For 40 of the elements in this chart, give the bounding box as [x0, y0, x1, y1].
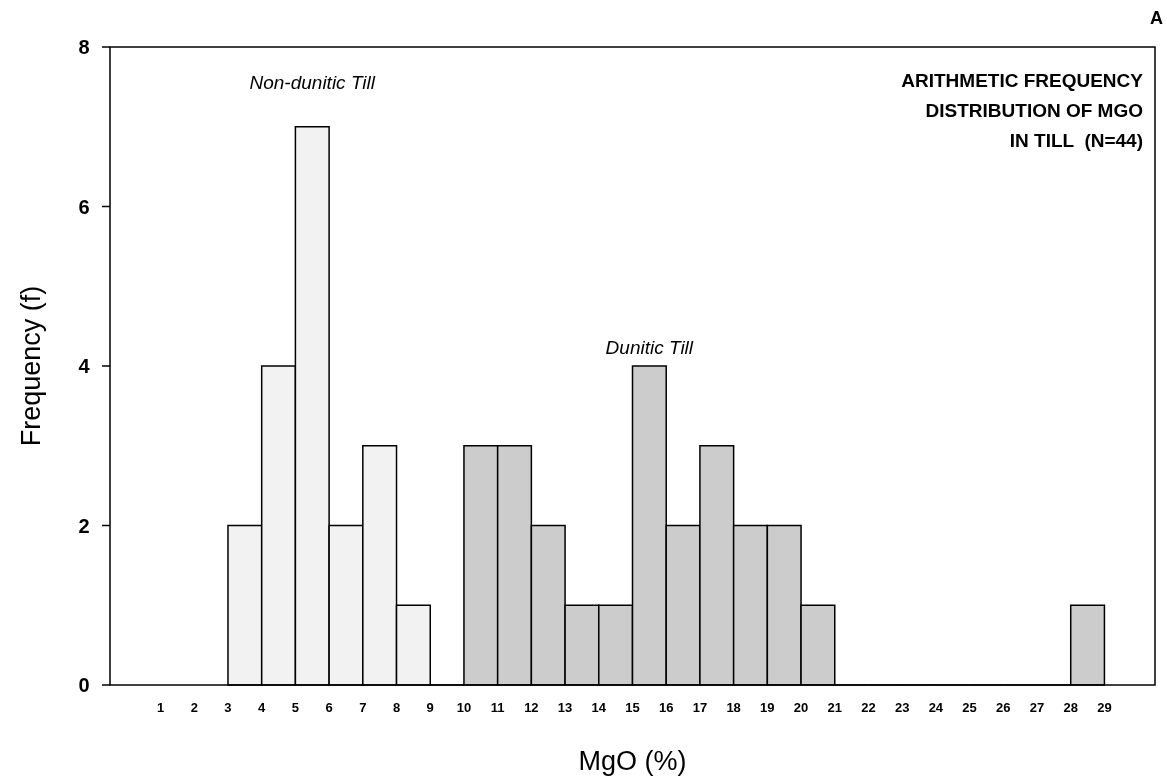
x-tick-label: 20: [793, 700, 809, 715]
x-tick-label: 23: [894, 700, 910, 715]
x-tick-label: 18: [726, 700, 741, 715]
x-tick-label: 14: [591, 700, 607, 715]
x-tick-label: 12: [524, 700, 539, 715]
x-tick-label: 1: [156, 700, 165, 715]
x-tick-label: 15: [625, 700, 640, 715]
x-tick-label: 21: [827, 700, 842, 715]
text: ARITHMETIC FREQUENCY DISTRIBUTION OF MGO IN TILL (N=44): [901, 70, 1144, 151]
x-tick-label: 29: [1097, 700, 1112, 715]
x-tick-label: 4: [258, 700, 267, 715]
y-tick-label: 6: [78, 195, 90, 218]
x-tick-label: 9: [426, 700, 434, 715]
x-tick-label: 8: [392, 700, 401, 715]
x-tick-label: 17: [692, 700, 708, 715]
x-tick-label: 3: [224, 700, 232, 715]
x-tick-label: 11: [490, 700, 505, 715]
y-tick-label: 2: [78, 514, 90, 537]
x-tick-label: 27: [1029, 700, 1045, 715]
x-tick-label: 13: [557, 700, 573, 715]
x-tick-label: 28: [1063, 700, 1078, 715]
x-tick-label: 7: [359, 700, 367, 715]
x-tick-label: 16: [658, 700, 674, 715]
x-tick-label: 25: [962, 700, 977, 715]
x-tick-label: 2: [190, 700, 198, 715]
y-tick-label: 0: [78, 674, 90, 696]
text: A: [1150, 8, 1163, 28]
y-tick-label: 8: [78, 36, 90, 58]
x-axis-title: MgO (%): [578, 746, 687, 776]
x-tick-label: 10: [456, 700, 472, 715]
x-tick-label: 5: [291, 700, 300, 715]
text: Non-dunitic Till: [249, 72, 376, 93]
y-axis-title: Frequency (f): [16, 285, 46, 447]
x-tick-label: 22: [861, 700, 876, 715]
series-label: Dunitic Till: [605, 337, 694, 358]
x-tick-label: 24: [928, 700, 944, 715]
y-tick-label: 4: [78, 355, 91, 377]
x-tick-label: 19: [760, 700, 775, 715]
x-tick-label: 6: [325, 700, 333, 715]
x-tick-label: 26: [996, 700, 1011, 715]
